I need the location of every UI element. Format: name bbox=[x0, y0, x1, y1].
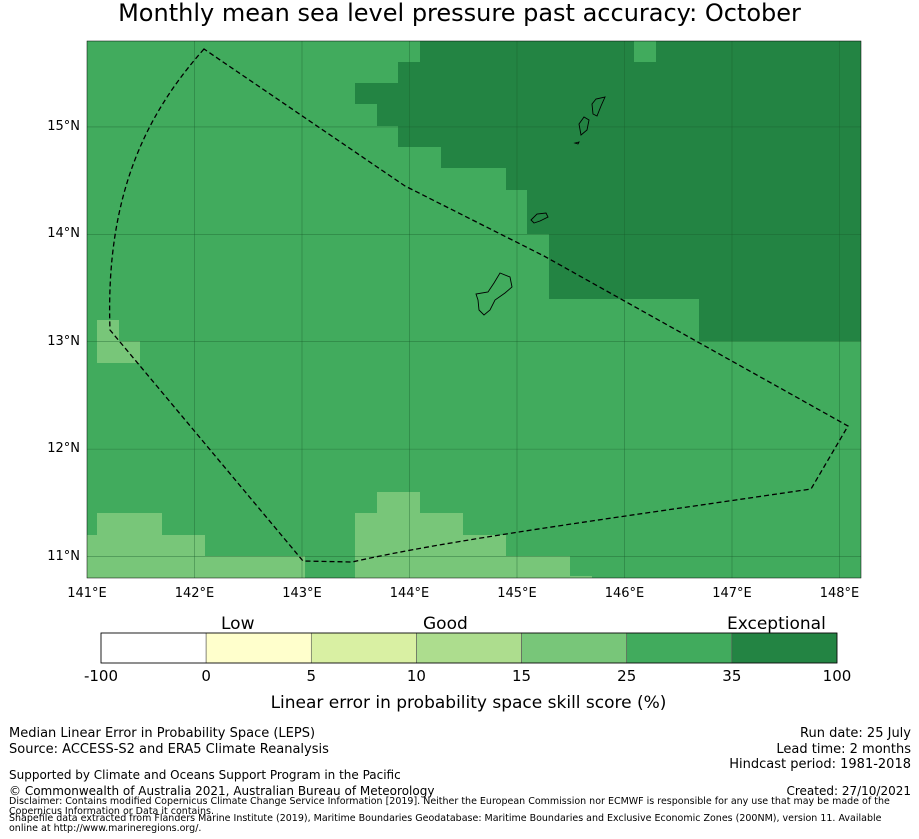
created-date: Created: 27/10/2021 bbox=[786, 784, 911, 798]
skill-cell-good-mid bbox=[87, 556, 305, 578]
x-tick-label: 143°E bbox=[282, 586, 322, 601]
skill-cell-exceptional bbox=[506, 168, 861, 190]
island-saipan bbox=[591, 96, 606, 117]
skill-cell-exceptional bbox=[549, 234, 861, 256]
skill-cell-exceptional bbox=[549, 278, 861, 299]
footer-disclaimer: Disclaimer: Contains modified Copernicus… bbox=[9, 796, 890, 817]
legend-category-good: Good bbox=[423, 614, 468, 634]
x-tick-label: 144°E bbox=[389, 586, 430, 601]
skill-cell-good-mid bbox=[97, 320, 119, 341]
skill-cell-good-mid bbox=[355, 556, 570, 578]
legend-bin bbox=[100, 632, 207, 664]
x-tick-label: 146°E bbox=[604, 586, 645, 601]
x-tick-label: 148°E bbox=[819, 586, 860, 601]
skill-cell-good-mid bbox=[377, 492, 420, 513]
legend-bin bbox=[626, 632, 733, 664]
legend-tick-label: 0 bbox=[201, 667, 211, 685]
skill-cell-good-mid bbox=[87, 535, 205, 556]
x-tick-label: 142°E bbox=[174, 586, 215, 601]
legend-colorbar bbox=[100, 632, 838, 664]
footer-shapefile: Shapefile data extracted from Flanders M… bbox=[9, 813, 882, 834]
hindcast-period: Hindcast period: 1981-2018 bbox=[729, 757, 911, 772]
skill-cell-exceptional bbox=[699, 320, 861, 341]
legend-bin bbox=[416, 632, 522, 664]
map-frame bbox=[86, 40, 862, 579]
skill-cell-exceptional bbox=[441, 147, 861, 168]
skill-cell-good-mid bbox=[570, 576, 592, 578]
legend-bin bbox=[310, 632, 417, 664]
legend-bin bbox=[521, 632, 628, 664]
skill-grid-cells bbox=[87, 41, 861, 578]
skill-cell-exceptional bbox=[527, 212, 861, 234]
page-title: Monthly mean sea level pressure past acc… bbox=[118, 0, 801, 27]
run-date: Run date: 25 July bbox=[800, 726, 911, 741]
x-tick-label: 145°E bbox=[497, 586, 537, 601]
footer-copyright: © Commonwealth of Australia 2021, Austra… bbox=[9, 784, 435, 798]
island-tinian bbox=[578, 116, 590, 136]
legend-title: Linear error in probability space skill … bbox=[270, 693, 667, 713]
skill-cell-exceptional bbox=[398, 62, 861, 83]
legend-tick-label: 10 bbox=[406, 667, 426, 685]
skill-cell-exceptional bbox=[355, 83, 861, 104]
y-tick-label: 15°N bbox=[47, 118, 80, 134]
skill-cell-good-mid bbox=[97, 513, 162, 535]
map-gridlines bbox=[87, 41, 861, 578]
skill-cell-good bbox=[634, 41, 656, 62]
legend-tick-label: 25 bbox=[617, 667, 637, 685]
islands bbox=[475, 96, 606, 316]
legend-frame bbox=[100, 632, 838, 664]
skill-cell-exceptional bbox=[527, 190, 861, 212]
lead-time: Lead time: 2 months bbox=[776, 742, 911, 757]
island-aguijan bbox=[573, 141, 580, 145]
skill-cell-exceptional bbox=[549, 256, 861, 278]
legend-category-exceptional: Exceptional bbox=[727, 614, 826, 634]
x-tick-label: 147°E bbox=[712, 586, 752, 601]
y-tick-label: 13°N bbox=[47, 333, 80, 349]
legend-tick-label: 15 bbox=[512, 667, 532, 685]
footer-method: Median Linear Error in Probability Space… bbox=[9, 726, 316, 741]
eez-boundary-line bbox=[108, 48, 849, 563]
skill-cell-exceptional bbox=[699, 299, 861, 320]
legend-tick-label: 35 bbox=[722, 667, 742, 685]
skill-cell-good-mid bbox=[355, 513, 463, 535]
footer-support: Supported by Climate and Oceans Support … bbox=[9, 768, 401, 782]
x-tick-label: 141°E bbox=[67, 586, 107, 601]
y-tick-label: 12°N bbox=[47, 441, 80, 457]
legend-tick-label: 100 bbox=[822, 667, 852, 685]
y-tick-label: 11°N bbox=[47, 548, 80, 564]
footer-source: Source: ACCESS-S2 and ERA5 Climate Reana… bbox=[9, 742, 329, 757]
island-rota bbox=[530, 212, 549, 224]
legend-bin bbox=[205, 632, 312, 664]
island-guam bbox=[475, 272, 513, 316]
skill-cell-good-mid bbox=[97, 341, 140, 363]
y-tick-label: 14°N bbox=[47, 226, 80, 242]
legend-tick-label: 5 bbox=[306, 667, 317, 685]
legend-bin bbox=[731, 632, 838, 664]
legend-tick-label: -100 bbox=[83, 667, 119, 685]
skill-cell-exceptional bbox=[398, 126, 861, 147]
skill-cell-exceptional bbox=[377, 104, 861, 126]
legend-category-low: Low bbox=[221, 614, 255, 634]
